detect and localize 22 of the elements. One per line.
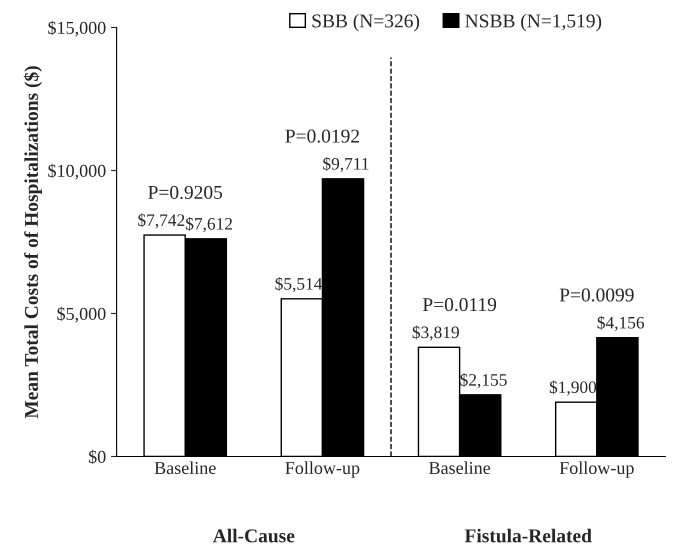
data-label: $7,742 xyxy=(138,213,184,228)
annotation: P=0.9205 xyxy=(148,186,222,200)
annotation: P=0.0099 xyxy=(560,288,634,302)
annotation: P=0.0192 xyxy=(285,130,359,143)
y-tick-label: $5,000 xyxy=(57,306,106,323)
legend-label: SBB (N=326) xyxy=(312,14,420,32)
legend-label: NSBB (N=1,519) xyxy=(465,14,602,32)
y-tick-label: $0 xyxy=(88,450,106,464)
y-tick-label: $15,000 xyxy=(48,20,106,37)
y-tick-label: $10,000 xyxy=(48,164,106,180)
x-tick-label: Baseline xyxy=(429,461,490,474)
data-label: $4,156 xyxy=(598,316,644,332)
annotation: P=0.0119 xyxy=(422,298,496,312)
y-axis-title: Mean Total Costs of of Hospitalizations ($) xyxy=(24,66,42,418)
x-tick-label: Baseline xyxy=(154,461,216,474)
data-label: $9,711 xyxy=(323,156,368,172)
text: All-Cause xyxy=(212,528,294,542)
data-label: $3,819 xyxy=(412,325,459,341)
x-tick-label: Follow-up xyxy=(285,461,360,478)
text: Fistula-Related xyxy=(464,528,592,542)
data-label: $7,612 xyxy=(186,216,232,232)
x-tick-label: Follow-up xyxy=(560,461,634,478)
